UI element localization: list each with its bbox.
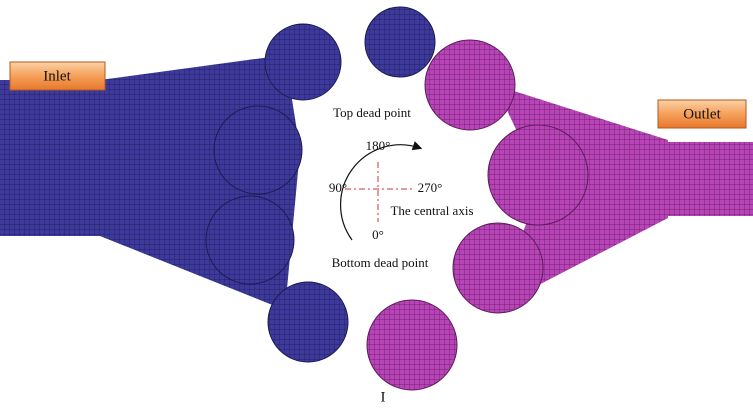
angle-0: 0° (372, 227, 384, 242)
angle-90: 90° (329, 180, 347, 195)
angle-270: 270° (418, 180, 443, 195)
inlet-mesh (0, 7, 435, 362)
diagram: Inlet Outlet Top dead point 180° 90° 270… (0, 0, 753, 411)
axis-cross (341, 145, 420, 240)
inlet-label: Inlet (43, 68, 71, 84)
figure-label: I (381, 389, 386, 405)
outlet-label: Outlet (683, 106, 721, 122)
inlet-tag: Inlet (10, 62, 105, 90)
top-dead-point: Top dead point (333, 105, 411, 120)
bottom-dead-point: Bottom dead point (332, 255, 429, 270)
angle-180: 180° (366, 138, 391, 153)
outlet-tag: Outlet (658, 100, 746, 128)
central-axis: The central axis (390, 203, 473, 218)
